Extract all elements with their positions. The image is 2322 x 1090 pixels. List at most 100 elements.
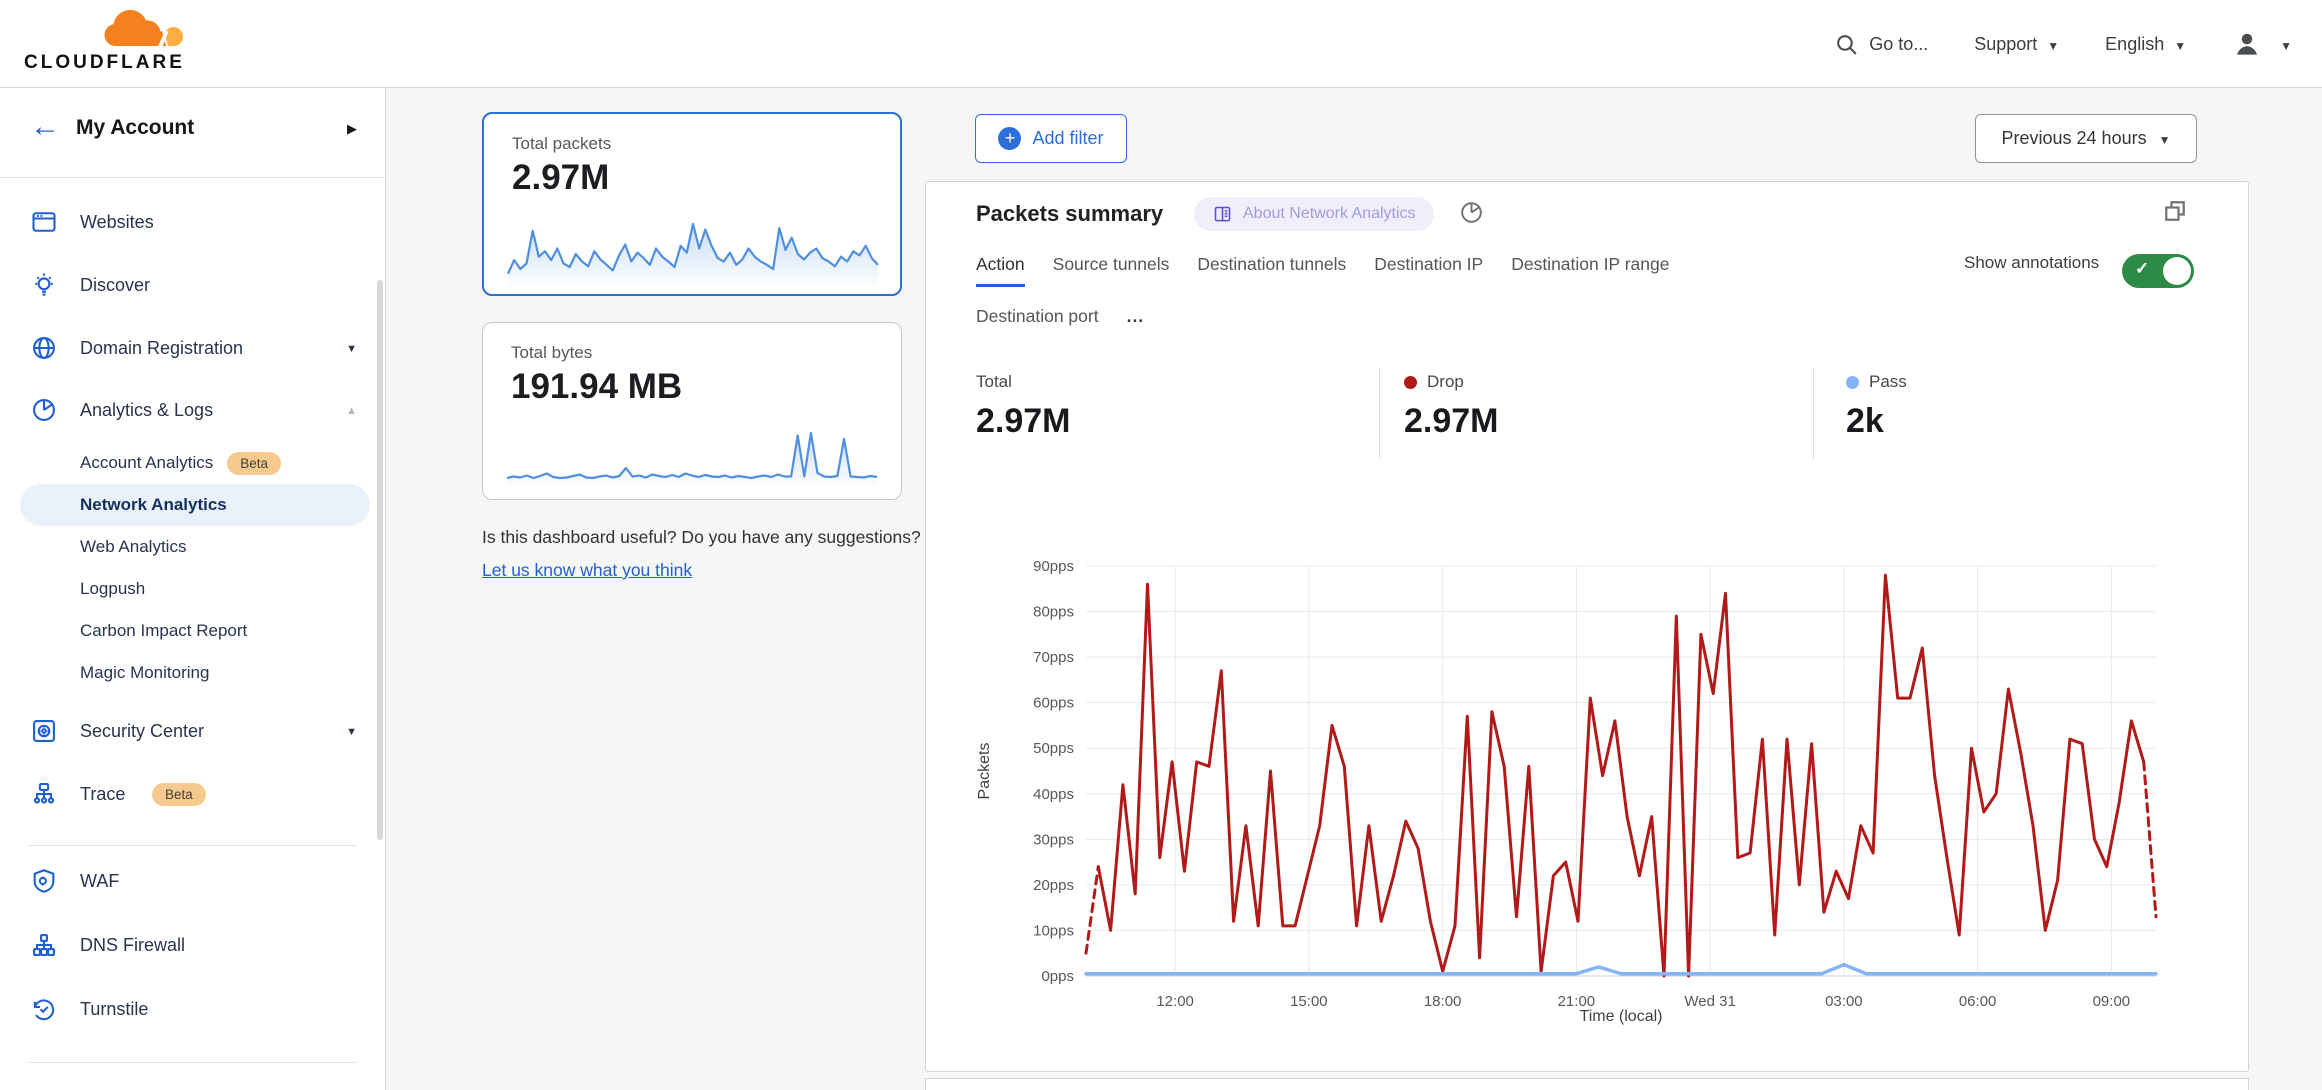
sidebar-scrollbar[interactable] bbox=[377, 280, 383, 840]
feedback-link[interactable]: Let us know what you think bbox=[482, 560, 693, 580]
browser-icon bbox=[32, 212, 56, 232]
tab-destination-port[interactable]: Destination port bbox=[976, 306, 1099, 326]
search-icon bbox=[1837, 34, 1857, 55]
sidebar-item-label: Websites bbox=[80, 211, 154, 232]
stat-drop-label: Drop bbox=[1427, 372, 1464, 391]
sidebar: My Account Websites Discover Domain Regi… bbox=[0, 88, 386, 1090]
svg-text:20pps: 20pps bbox=[1033, 877, 1074, 894]
sidebar-item-label: Discover bbox=[80, 274, 151, 295]
time-range-select[interactable]: Previous 24 hours bbox=[1975, 114, 2197, 163]
next-card-sliver bbox=[925, 1078, 2249, 1090]
user-icon bbox=[2237, 33, 2258, 55]
sidebar-item-label: Carbon Impact Report bbox=[80, 621, 248, 640]
total-packets-card[interactable]: Total packets 2.97M bbox=[482, 112, 902, 296]
stat-total: Total 2.97M bbox=[976, 372, 1071, 441]
dimension-tabs-row2: Destination port ... bbox=[976, 306, 1144, 339]
stat-total-value: 2.97M bbox=[976, 402, 1071, 440]
pie-chart-icon bbox=[33, 399, 55, 421]
svg-text:10pps: 10pps bbox=[1033, 922, 1074, 939]
chevron-right-icon[interactable] bbox=[347, 120, 357, 138]
sidebar-item-trace[interactable]: Trace Beta bbox=[0, 766, 385, 822]
sidebar-item-web-analytics[interactable]: Web Analytics bbox=[0, 526, 385, 568]
pass-dot bbox=[1846, 375, 1859, 389]
stat-divider bbox=[1379, 367, 1380, 459]
cloudflare-cloud-icon bbox=[104, 9, 183, 47]
sidebar-item-label: Magic Monitoring bbox=[80, 663, 210, 682]
sidebar-item-account-analytics[interactable]: Account Analytics Beta bbox=[0, 442, 385, 484]
beta-badge: Beta bbox=[152, 782, 206, 806]
svg-text:Wed 31: Wed 31 bbox=[1684, 993, 1735, 1010]
sidebar-item-analytics-logs[interactable]: Analytics & Logs bbox=[0, 382, 385, 438]
cloudflare-logo[interactable]: CLOUDFLARE bbox=[24, 6, 194, 82]
total-bytes-value: 191.94 MB bbox=[511, 367, 683, 406]
about-badge-label: About Network Analytics bbox=[1243, 205, 1416, 222]
stat-pass: Pass 2k bbox=[1846, 372, 1907, 441]
about-network-analytics-badge[interactable]: About Network Analytics bbox=[1194, 197, 1434, 231]
total-packets-label: Total packets bbox=[512, 134, 612, 153]
sidebar-item-discover[interactable]: Discover bbox=[0, 257, 385, 313]
header-actions: Go to... Support English bbox=[1834, 0, 2292, 88]
tab-source-tunnels[interactable]: Source tunnels bbox=[1052, 254, 1170, 274]
sidebar-item-turnstile[interactable]: Turnstile bbox=[0, 981, 385, 1037]
language-menu[interactable]: English bbox=[2105, 34, 2186, 55]
sidebar-item-websites[interactable]: Websites bbox=[0, 194, 385, 250]
chevron-up-icon bbox=[346, 401, 357, 419]
globe-icon bbox=[33, 337, 55, 359]
check-icon bbox=[2135, 259, 2149, 279]
sidebar-item-dns-firewall[interactable]: DNS Firewall bbox=[0, 917, 385, 973]
sidebar-item-partial[interactable] bbox=[0, 1074, 385, 1090]
total-bytes-sparkline bbox=[505, 425, 879, 487]
chevron-down-icon bbox=[346, 339, 357, 357]
drop-dot bbox=[1404, 375, 1417, 389]
feedback-question: Is this dashboard useful? Do you have an… bbox=[482, 527, 921, 547]
sidebar-item-label: Logpush bbox=[80, 579, 146, 598]
tab-destination-ip[interactable]: Destination IP bbox=[1374, 254, 1484, 274]
svg-text:21:00: 21:00 bbox=[1558, 993, 1596, 1010]
svg-text:0pps: 0pps bbox=[1041, 968, 1074, 985]
goto-search[interactable]: Go to... bbox=[1834, 32, 1928, 57]
svg-text:40pps: 40pps bbox=[1033, 786, 1074, 803]
stat-pass-value: 2k bbox=[1846, 402, 1884, 440]
packets-chart: 0pps 10pps 20pps 30pps 40pps 50pps 60pps 70pps 8… bbox=[961, 546, 2191, 1026]
sidebar-item-label: WAF bbox=[80, 870, 120, 891]
show-annotations-label: Show annotations bbox=[1964, 253, 2100, 272]
chevron-down-icon bbox=[2159, 128, 2171, 149]
sidebar-item-carbon-impact-report[interactable]: Carbon Impact Report bbox=[0, 610, 385, 652]
tab-action[interactable]: Action bbox=[976, 254, 1025, 287]
shield-gear-icon bbox=[33, 869, 55, 893]
expand-icon[interactable] bbox=[2161, 197, 2189, 225]
svg-text:Packets: Packets bbox=[976, 743, 993, 800]
add-filter-button[interactable]: Add filter bbox=[975, 114, 1127, 163]
svg-text:03:00: 03:00 bbox=[1825, 993, 1863, 1010]
sidebar-item-domain-registration[interactable]: Domain Registration bbox=[0, 320, 385, 376]
sidebar-item-waf[interactable]: WAF bbox=[0, 853, 385, 909]
more-tabs-ellipsis[interactable]: ... bbox=[1126, 306, 1145, 326]
book-icon bbox=[1214, 206, 1231, 221]
stat-divider bbox=[1813, 367, 1814, 459]
svg-text:18:00: 18:00 bbox=[1424, 993, 1462, 1010]
sidebar-item-security-center[interactable]: Security Center bbox=[0, 703, 385, 759]
svg-text:30pps: 30pps bbox=[1033, 831, 1074, 848]
svg-text:12:00: 12:00 bbox=[1156, 993, 1194, 1010]
account-menu[interactable] bbox=[2232, 29, 2292, 59]
sidebar-item-magic-monitoring[interactable]: Magic Monitoring bbox=[0, 652, 385, 694]
sidebar-item-label: Web Analytics bbox=[80, 537, 187, 556]
tab-destination-tunnels[interactable]: Destination tunnels bbox=[1197, 254, 1347, 274]
pie-chart-icon[interactable] bbox=[1458, 199, 1485, 226]
language-label: English bbox=[2105, 33, 2165, 54]
sidebar-item-network-analytics[interactable]: Network Analytics bbox=[20, 484, 370, 526]
support-menu[interactable]: Support bbox=[1974, 34, 2059, 55]
tab-destination-ip-range[interactable]: Destination IP range bbox=[1511, 254, 1670, 274]
sidebar-item-logpush[interactable]: Logpush bbox=[0, 568, 385, 610]
show-annotations-toggle[interactable] bbox=[2122, 254, 2194, 288]
toggle-knob bbox=[2163, 257, 2191, 285]
support-label: Support bbox=[1974, 33, 2038, 54]
svg-text:70pps: 70pps bbox=[1033, 649, 1074, 666]
back-arrow-icon[interactable] bbox=[30, 112, 60, 142]
total-bytes-card[interactable]: Total bytes 191.94 MB bbox=[482, 322, 902, 500]
svg-text:06:00: 06:00 bbox=[1959, 993, 1997, 1010]
feedback-block: Is this dashboard useful? Do you have an… bbox=[482, 522, 932, 586]
dimension-tabs-row1: Action Source tunnels Destination tunnel… bbox=[976, 254, 1669, 287]
sidebar-item-label: Security Center bbox=[80, 720, 205, 741]
